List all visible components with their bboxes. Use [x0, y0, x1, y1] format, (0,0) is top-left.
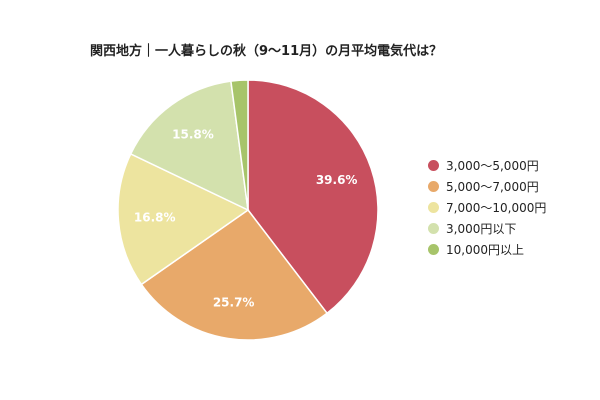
- legend-swatch-icon: [428, 243, 439, 255]
- legend-item: 3,000〜5,000円: [428, 158, 546, 173]
- legend: 3,000〜5,000円 5,000〜7,000円 7,000〜10,000円 3,0…: [428, 158, 546, 263]
- legend-item: 5,000〜7,000円: [428, 179, 546, 194]
- legend-label: 5,000〜7,000円: [446, 179, 539, 194]
- legend-label: 3,000円以下: [446, 221, 517, 236]
- legend-swatch-icon: [428, 180, 439, 192]
- legend-item: 3,000円以下: [428, 221, 546, 236]
- legend-swatch-icon: [428, 201, 439, 213]
- pie-slice-3: [117, 152, 250, 286]
- slice-label-4: 15.8%: [172, 127, 214, 141]
- pie-slice-1: [247, 79, 379, 315]
- slice-label-1: 39.6%: [316, 173, 358, 187]
- pie-slice-5: [230, 79, 249, 211]
- slice-label-3: 16.8%: [134, 211, 176, 225]
- legend-label: 7,000〜10,000円: [446, 200, 547, 215]
- legend-item: 7,000〜10,000円: [428, 200, 547, 215]
- pie-slice-4: [129, 80, 249, 212]
- legend-item: 10,000円以上: [428, 242, 546, 257]
- legend-label: 10,000円以上: [446, 242, 524, 257]
- legend-swatch-icon: [428, 159, 439, 171]
- slice-label-2: 25.7%: [213, 295, 255, 309]
- legend-label: 3,000〜5,000円: [446, 158, 539, 173]
- legend-swatch-icon: [428, 222, 439, 234]
- chart-title: 関西地方｜一人暮らしの秋（9〜11月）の月平均電気代は？: [90, 44, 443, 59]
- pie-slice-2: [140, 208, 329, 341]
